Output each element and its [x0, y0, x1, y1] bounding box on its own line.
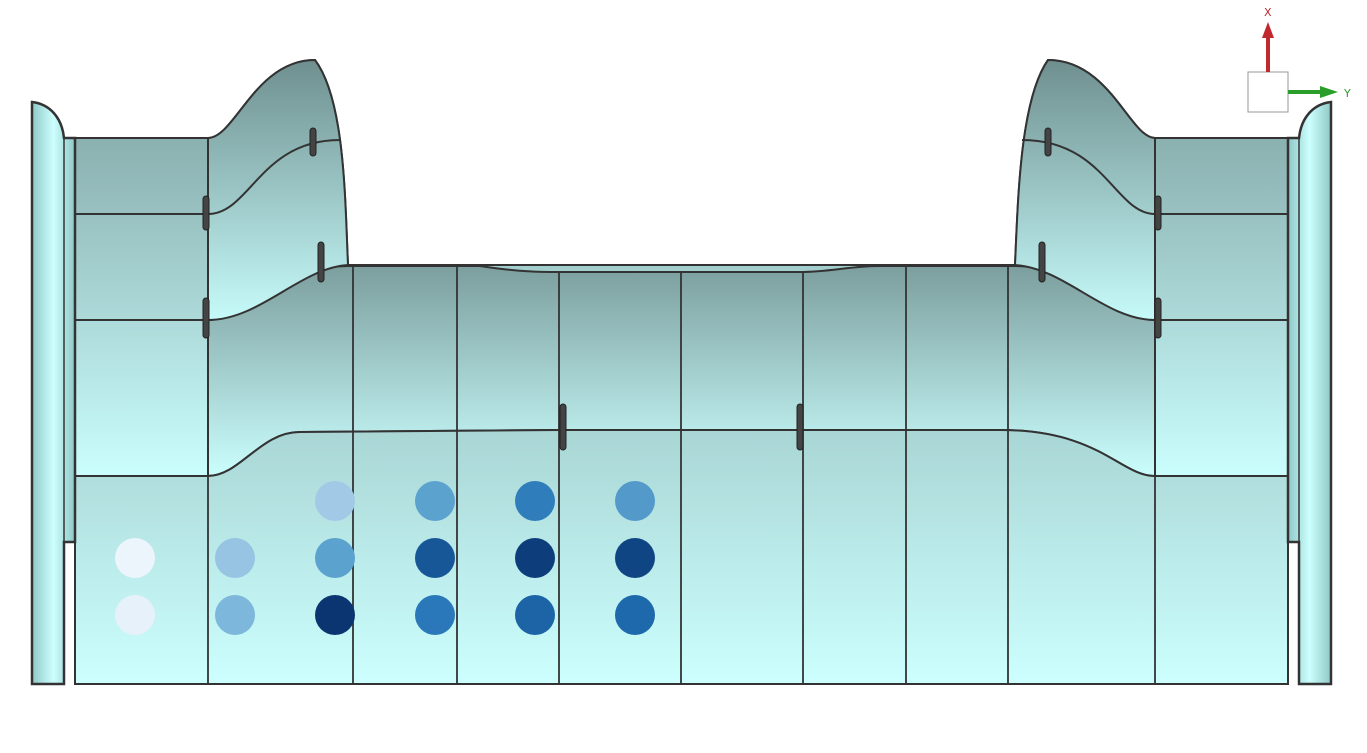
x-axis-arrowhead: [1262, 22, 1274, 38]
marker-dot: [215, 595, 255, 635]
marker-dot: [415, 481, 455, 521]
marker-dot: [415, 595, 455, 635]
clip-tabs: [202, 127, 1162, 451]
marker-dot: [315, 481, 355, 521]
x-axis-label: X: [1264, 6, 1272, 19]
marker-dot: [315, 595, 355, 635]
marker-dot: [515, 595, 555, 635]
y-axis-label: Y: [1343, 87, 1351, 100]
marker-dot: [415, 538, 455, 578]
horizontal-seams: [75, 213, 1288, 321]
vertical-seams: [207, 138, 1156, 684]
marker-dot: [115, 595, 155, 635]
marker-dot: [515, 481, 555, 521]
marker-dot: [515, 538, 555, 578]
left-flange[interactable]: [30, 100, 77, 686]
marker-grid: [115, 481, 655, 635]
marker-dot: [615, 538, 655, 578]
orientation-triad: X Y: [1247, 6, 1351, 113]
left-upper-lobe[interactable]: [207, 58, 350, 322]
marker-dot: [615, 595, 655, 635]
right-upper-lobe[interactable]: [1013, 58, 1156, 322]
marker-dot: [615, 481, 655, 521]
marker-dot: [215, 538, 255, 578]
right-flange[interactable]: [1286, 100, 1333, 686]
y-axis-arrowhead: [1320, 86, 1338, 98]
marker-dot: [115, 538, 155, 578]
marker-dot: [315, 538, 355, 578]
triad-cube: [1247, 71, 1289, 113]
